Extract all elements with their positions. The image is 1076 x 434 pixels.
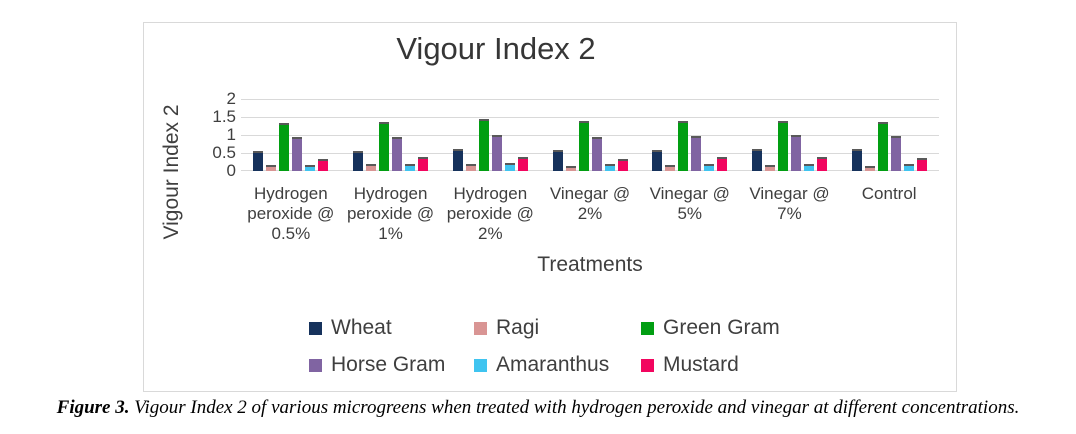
bar-group bbox=[341, 99, 441, 171]
x-tick-label: Control bbox=[861, 184, 917, 203]
bar-horse-gram bbox=[790, 135, 801, 171]
legend-item-mustard: Mustard bbox=[641, 352, 739, 378]
bar-wheat bbox=[452, 149, 463, 171]
bar-groups bbox=[241, 99, 939, 171]
bar-group bbox=[740, 99, 840, 171]
bar-group bbox=[540, 99, 640, 171]
legend-label: Mustard bbox=[663, 353, 739, 376]
y-tick-label: 1 bbox=[226, 125, 236, 144]
bar-mustard bbox=[916, 158, 927, 171]
bar-amaranthus bbox=[704, 164, 715, 171]
gridline bbox=[241, 135, 939, 136]
bar-green-gram bbox=[279, 123, 290, 171]
bar-wheat bbox=[552, 150, 563, 171]
legend-label: Green Gram bbox=[663, 316, 780, 339]
bar-wheat bbox=[353, 151, 364, 171]
bar-amaranthus bbox=[405, 164, 416, 171]
bar-mustard bbox=[318, 159, 329, 171]
bar-amaranthus bbox=[504, 163, 515, 171]
bar-ragi bbox=[864, 166, 875, 171]
bar-wheat bbox=[253, 151, 264, 171]
bar-green-gram bbox=[777, 121, 788, 171]
bar-ragi bbox=[764, 165, 775, 171]
gridline bbox=[241, 117, 939, 118]
bar-mustard bbox=[717, 157, 728, 171]
gridline bbox=[241, 153, 939, 154]
chart-title: Vigour Index 2 bbox=[396, 31, 596, 66]
bar-wheat bbox=[751, 149, 762, 171]
bar-green-gram bbox=[877, 122, 888, 171]
x-axis-title: Treatments bbox=[537, 253, 643, 276]
x-tick-label: Vinegar @ 7% bbox=[749, 184, 830, 224]
caption-label: Figure 3. bbox=[56, 397, 130, 418]
legend-swatch-icon bbox=[641, 321, 654, 335]
y-tick-label: 1.5 bbox=[212, 107, 236, 126]
plot-area bbox=[241, 99, 939, 171]
x-tick-label: Vinegar @ 5% bbox=[649, 184, 730, 224]
bar-mustard bbox=[517, 157, 528, 171]
bar-group bbox=[640, 99, 740, 171]
legend-label: Amaranthus bbox=[496, 353, 610, 376]
bar-group bbox=[241, 99, 341, 171]
bar-ragi bbox=[665, 165, 676, 171]
chart-area: Vigour Index 2 Vigour Index 2 2 1.5 1 0.5 0 … bbox=[143, 22, 957, 392]
legend-label: Horse Gram bbox=[331, 353, 446, 376]
legend-item-wheat: Wheat bbox=[309, 315, 392, 341]
bar-horse-gram bbox=[890, 136, 901, 171]
bar-green-gram bbox=[678, 121, 689, 171]
bar-ragi bbox=[266, 165, 277, 171]
gridline bbox=[241, 170, 939, 171]
bar-ragi bbox=[366, 164, 377, 171]
legend-swatch-icon bbox=[474, 321, 487, 335]
bar-ragi bbox=[465, 164, 476, 171]
bar-mustard bbox=[418, 157, 429, 171]
bar-wheat bbox=[652, 150, 663, 171]
bar-amaranthus bbox=[903, 164, 914, 171]
legend-item-green-gram: Green Gram bbox=[641, 315, 780, 341]
bar-horse-gram bbox=[491, 135, 502, 171]
legend-swatch-icon bbox=[641, 358, 654, 372]
legend-swatch-icon bbox=[309, 358, 322, 372]
bar-group bbox=[440, 99, 540, 171]
y-tick-label: 0 bbox=[226, 161, 236, 180]
legend-label: Wheat bbox=[331, 316, 392, 339]
bar-green-gram bbox=[478, 119, 489, 171]
bar-mustard bbox=[816, 157, 827, 171]
x-axis-tick-labels: Hydrogen peroxide @ 0.5% Hydrogen peroxid… bbox=[241, 184, 939, 244]
bar-ragi bbox=[565, 166, 576, 171]
bar-green-gram bbox=[379, 122, 390, 171]
legend-item-amaranthus: Amaranthus bbox=[474, 352, 609, 378]
bar-amaranthus bbox=[604, 164, 615, 171]
bar-horse-gram bbox=[392, 137, 403, 171]
bar-amaranthus bbox=[305, 165, 316, 171]
x-tick-label: Hydrogen peroxide @ 1% bbox=[346, 184, 435, 244]
bar-green-gram bbox=[578, 121, 589, 171]
legend-label: Ragi bbox=[496, 316, 540, 339]
x-tick-label: Hydrogen peroxide @ 2% bbox=[446, 184, 534, 244]
figure-caption: Figure 3. Vigour Index 2 of various micr… bbox=[0, 397, 1076, 419]
bar-amaranthus bbox=[803, 164, 814, 171]
y-tick-label: 2 bbox=[226, 89, 236, 108]
y-tick-label: 0.5 bbox=[212, 143, 236, 162]
legend-item-horse-gram: Horse Gram bbox=[309, 352, 445, 378]
gridline bbox=[241, 99, 939, 100]
caption-text: Vigour Index 2 of various microgreens wh… bbox=[129, 397, 1020, 418]
x-tick-label: Vinegar @ 2% bbox=[549, 184, 631, 224]
bar-wheat bbox=[851, 149, 862, 171]
legend-swatch-icon bbox=[309, 321, 322, 335]
bar-horse-gram bbox=[292, 137, 303, 171]
legend-item-ragi: Ragi bbox=[474, 315, 539, 341]
bar-mustard bbox=[617, 159, 628, 171]
bar-horse-gram bbox=[691, 136, 702, 171]
bar-horse-gram bbox=[591, 137, 602, 171]
x-tick-label: Hydrogen peroxide @ 0.5% bbox=[247, 184, 335, 244]
legend-swatch-icon bbox=[474, 358, 487, 372]
bar-group bbox=[839, 99, 939, 171]
